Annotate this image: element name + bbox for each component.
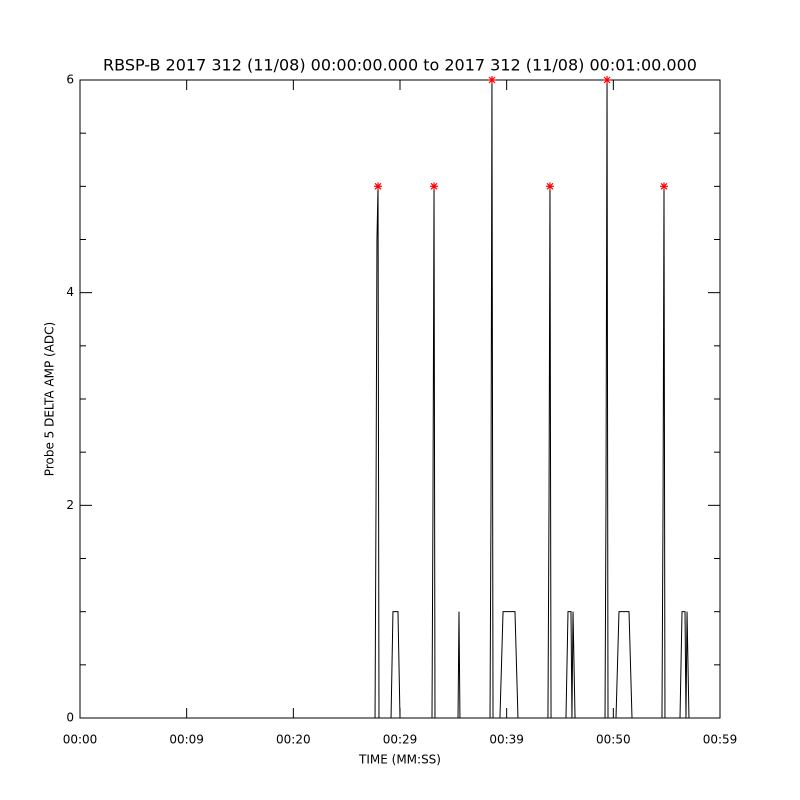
y-tick-label: 2 (66, 498, 74, 512)
x-tick-label: 00:59 (703, 733, 738, 747)
x-tick-label: 00:39 (489, 733, 524, 747)
peak-marker (430, 182, 439, 191)
x-tick-label: 00:20 (276, 733, 311, 747)
peak-marker (545, 182, 554, 191)
y-tick-label: 4 (66, 285, 74, 299)
x-tick-label: 00:50 (596, 733, 631, 747)
chart-title: RBSP-B 2017 312 (11/08) 00:00:00.000 to … (103, 56, 697, 75)
x-axis-label: TIME (MM:SS) (358, 753, 441, 767)
data-line (80, 79, 720, 719)
peak-marker (374, 182, 383, 191)
y-tick-label: 6 (66, 73, 74, 87)
x-tick-label: 00:29 (383, 733, 418, 747)
y-tick-label: 0 (66, 711, 74, 725)
plot-frame (79, 79, 721, 719)
peak-marker (603, 76, 612, 84)
peak-marker (660, 182, 668, 191)
x-tick-label: 00:00 (63, 733, 98, 747)
y-axis-label: Probe 5 DELTA AMP (ADC) (43, 322, 57, 476)
peak-marker (487, 76, 496, 84)
x-tick-label: 00:09 (169, 733, 204, 747)
